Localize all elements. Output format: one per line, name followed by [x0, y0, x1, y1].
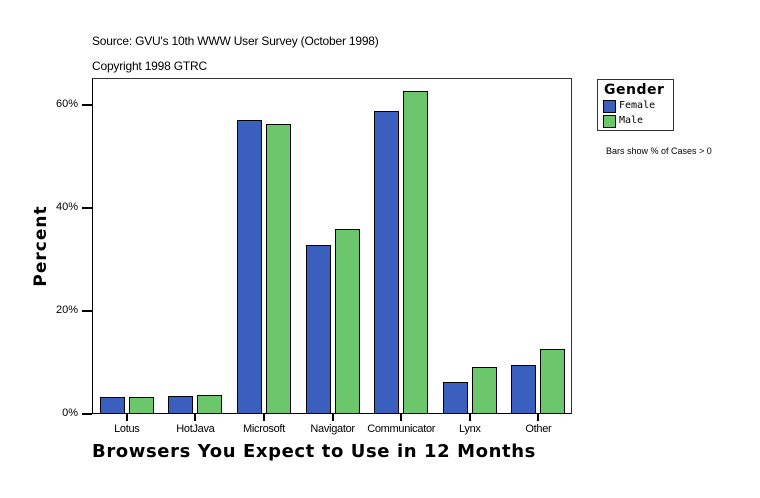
- y-axis-title: Percent: [31, 205, 51, 287]
- bar-male-navigator: [334, 229, 360, 414]
- legend: Gender Female Male: [597, 79, 674, 131]
- x-tick-label: Other: [525, 423, 552, 435]
- x-tick-mark: [468, 414, 471, 421]
- bar-female-other: [511, 365, 537, 414]
- bar-female-microsoft: [237, 119, 262, 414]
- y-tick-label: 0%: [62, 407, 78, 419]
- y-tick-mark: [82, 207, 92, 209]
- copyright-caption: Copyright 1998 GTRC: [92, 59, 207, 73]
- plot-area: [92, 78, 572, 414]
- x-tick-mark: [263, 414, 265, 421]
- legend-title: Gender: [604, 82, 665, 98]
- bar-male-microsoft: [266, 124, 291, 414]
- x-tick-label: Lotus: [114, 423, 140, 435]
- legend-label: Female: [619, 100, 656, 111]
- bar-male-communicator: [403, 91, 429, 414]
- x-tick-mark: [400, 414, 403, 421]
- x-tick-mark: [331, 414, 334, 421]
- bar-male-other: [540, 349, 566, 414]
- legend-label: Male: [619, 115, 644, 126]
- x-tick-label: Microsoft: [243, 423, 285, 435]
- y-tick-label: 60%: [55, 98, 78, 110]
- y-tick-mark: [82, 413, 92, 415]
- bar-male-hotjava: [197, 394, 223, 414]
- x-axis-title: Browsers You Expect to Use in 12 Months: [92, 441, 536, 462]
- source-caption: Source: GVU's 10th WWW User Survey (Octo…: [92, 34, 379, 48]
- bar-female-lynx: [442, 382, 468, 414]
- x-tick-label: Lynx: [458, 423, 481, 435]
- x-tick-mark: [125, 414, 128, 421]
- bar-male-lynx: [471, 367, 497, 414]
- bar-female-hotjava: [168, 395, 194, 414]
- x-tick-mark: [194, 414, 197, 421]
- y-tick-mark: [82, 104, 92, 106]
- y-tick-mark: [82, 310, 92, 312]
- bar-female-lotus: [99, 397, 125, 414]
- x-tick-mark: [537, 414, 540, 421]
- y-tick-label: 40%: [55, 201, 78, 213]
- x-tick-label: HotJava: [176, 423, 215, 435]
- female-swatch-icon: [603, 100, 616, 113]
- bar-male-lotus: [128, 397, 154, 414]
- bar-female-communicator: [374, 111, 400, 414]
- x-tick-label: Navigator: [310, 423, 355, 435]
- bar-female-navigator: [305, 245, 331, 414]
- cases-note: Bars show % of Cases > 0: [606, 146, 712, 156]
- y-tick-label: 20%: [55, 304, 78, 316]
- x-tick-label: Communicator: [367, 423, 436, 435]
- male-swatch-icon: [603, 115, 616, 128]
